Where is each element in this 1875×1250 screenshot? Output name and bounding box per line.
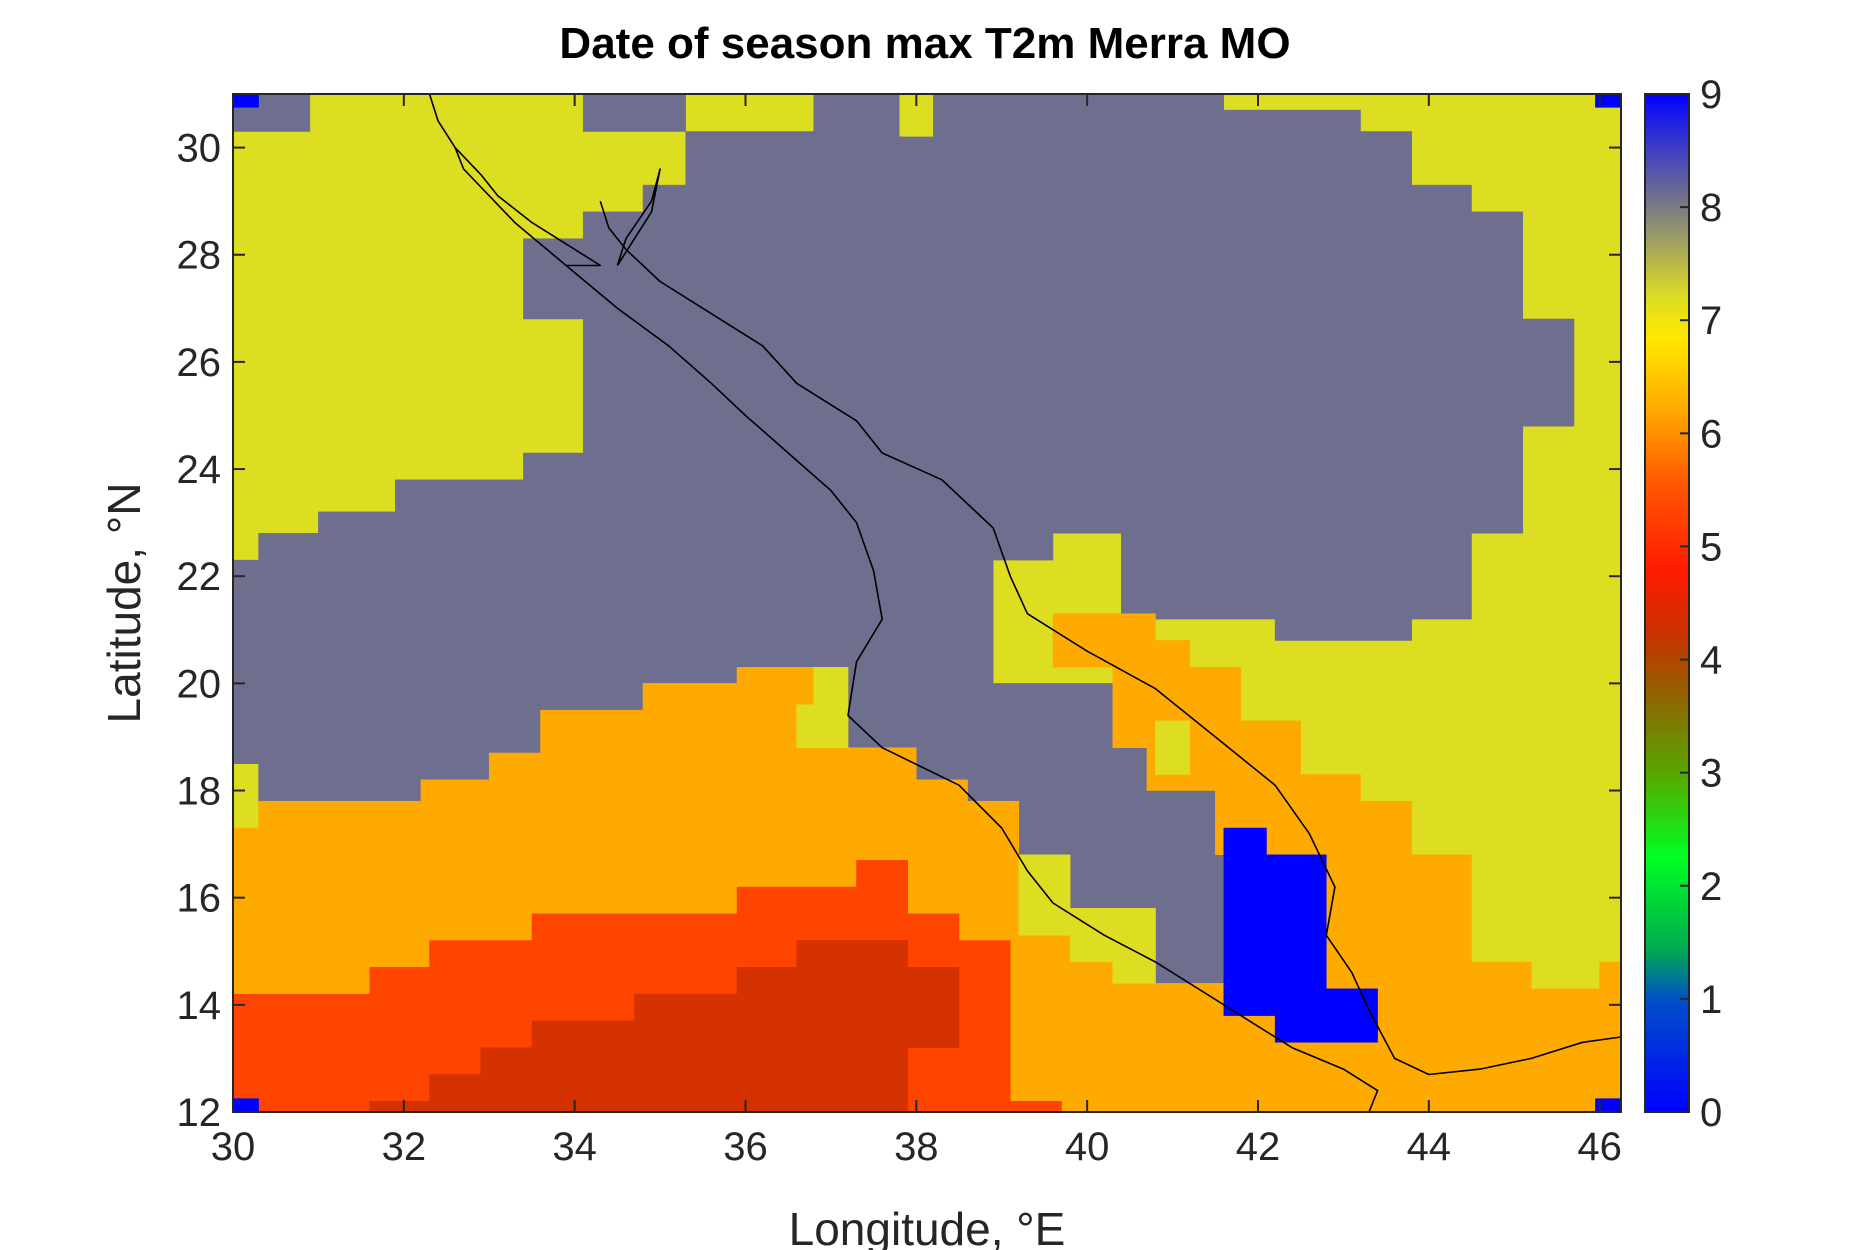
y-tick-label: 28 xyxy=(177,234,222,278)
coastline-path xyxy=(599,200,1621,1076)
heatmap-region xyxy=(369,940,960,1112)
coastline xyxy=(428,94,1621,1112)
colorbar-tick-label: 7 xyxy=(1700,299,1722,343)
chart-title: Date of season max T2m Merra MO xyxy=(559,19,1290,68)
plot-area: 30 32 34 36 38 40 42 44 46 12 14 16 18 20 22 24 26 28 30 xyxy=(177,93,1622,1169)
colorbar-tick-label: 8 xyxy=(1700,186,1722,230)
heatmap-region xyxy=(233,1098,259,1112)
x-tick-label: 46 xyxy=(1577,1125,1622,1169)
y-tick-label: 20 xyxy=(177,662,222,706)
x-tick-label: 42 xyxy=(1236,1125,1281,1169)
heatmap-region xyxy=(1595,94,1621,108)
colorbar-tick-label: 9 xyxy=(1700,73,1722,117)
heatmap-region xyxy=(796,667,849,748)
colorbar-tick-label: 6 xyxy=(1700,412,1722,456)
y-tick-label: 30 xyxy=(177,127,222,171)
plot-frame xyxy=(232,93,1622,1113)
x-tick-label: 44 xyxy=(1407,1125,1452,1169)
colorbar-ticks: 0 1 2 3 4 5 6 7 8 9 xyxy=(1680,73,1722,1135)
heatmap-region xyxy=(1018,854,1156,984)
colorbar-tick-label: 1 xyxy=(1700,978,1722,1022)
colorbar-gradient xyxy=(1645,94,1689,1112)
heatmap-cells xyxy=(233,94,1621,1112)
y-axis: 12 14 16 18 20 22 24 26 28 30 xyxy=(177,127,1621,1135)
y-tick-label: 26 xyxy=(177,341,222,385)
y-axis-label: Latitude, °N xyxy=(98,483,150,724)
y-tick-label: 18 xyxy=(177,770,222,814)
x-tick-label: 36 xyxy=(723,1125,768,1169)
colorbar-tick-label: 2 xyxy=(1700,865,1722,909)
colorbar: 0 1 2 3 4 5 6 7 8 9 xyxy=(1644,73,1722,1135)
coastline-path xyxy=(428,94,1379,1112)
colorbar-frame xyxy=(1644,93,1690,1113)
x-tick-label: 30 xyxy=(211,1125,256,1169)
coastline-path xyxy=(454,147,602,267)
y-tick-label: 16 xyxy=(177,877,222,921)
colorbar-tick-label: 4 xyxy=(1700,639,1722,683)
colorbar-tick-label: 0 xyxy=(1700,1091,1722,1135)
y-tick-label: 14 xyxy=(177,984,222,1028)
y-tick-label: 24 xyxy=(177,448,222,492)
y-tick-label: 22 xyxy=(177,555,222,599)
x-tick-label: 32 xyxy=(382,1125,427,1169)
heatmap-region xyxy=(1223,827,1378,1043)
x-tick-label: 40 xyxy=(1065,1125,1110,1169)
x-tick-label: 34 xyxy=(552,1125,597,1169)
heatmap-region xyxy=(1155,720,1190,775)
colorbar-tick-label: 3 xyxy=(1700,752,1722,796)
x-axis-label: Longitude, °E xyxy=(789,1203,1066,1250)
coastline-path xyxy=(616,168,661,266)
heatmap-region xyxy=(233,94,259,108)
x-tick-label: 38 xyxy=(894,1125,939,1169)
colorbar-tick-label: 5 xyxy=(1700,525,1722,569)
x-axis: 30 32 34 36 38 40 42 44 46 xyxy=(211,94,1622,1169)
y-tick-label: 12 xyxy=(177,1091,222,1135)
heatmap-region xyxy=(1595,1098,1621,1112)
